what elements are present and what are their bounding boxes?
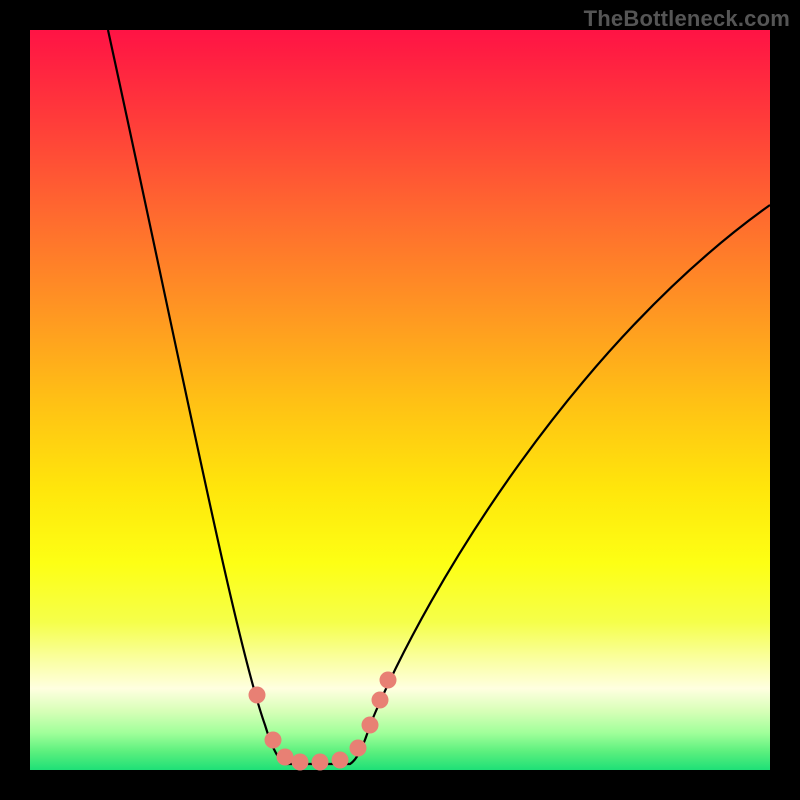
data-point-marker (332, 752, 349, 769)
bottleneck-chart: TheBottleneck.com (0, 0, 800, 800)
data-point-marker (362, 717, 379, 734)
data-point-marker (312, 754, 329, 771)
data-point-marker (372, 692, 389, 709)
data-point-marker (380, 672, 397, 689)
watermark-text: TheBottleneck.com (584, 6, 790, 32)
data-point-marker (277, 749, 294, 766)
data-point-marker (265, 732, 282, 749)
data-point-marker (350, 740, 367, 757)
data-point-marker (249, 687, 266, 704)
data-point-marker (292, 754, 309, 771)
chart-svg (0, 0, 800, 800)
